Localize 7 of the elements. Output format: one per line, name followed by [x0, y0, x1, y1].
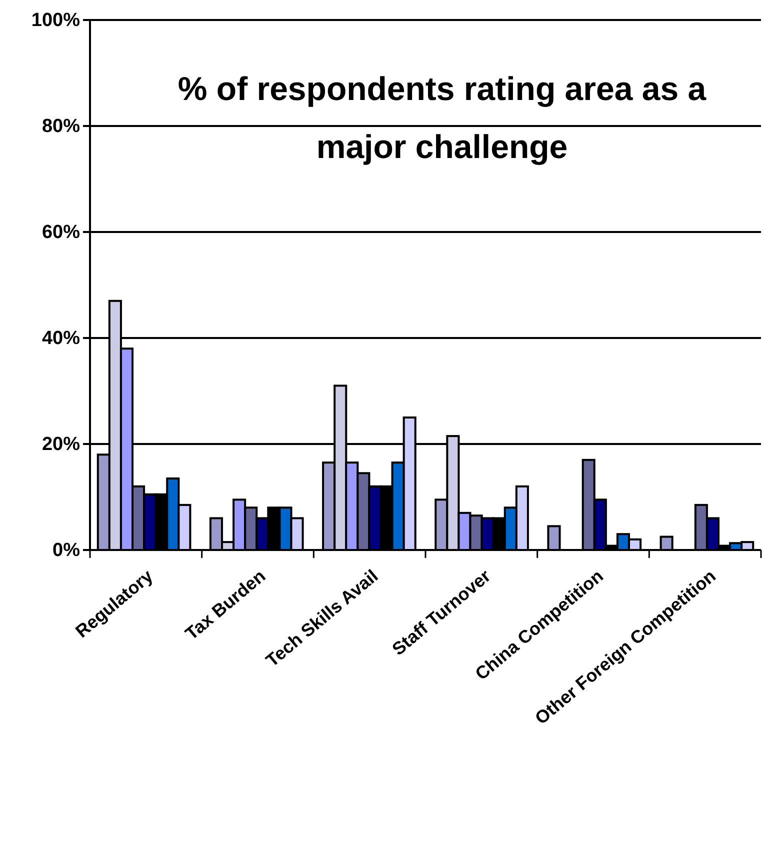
- y-tick-label: 100%: [31, 10, 80, 32]
- y-tick-label: 0%: [52, 540, 80, 562]
- y-tick-label: 40%: [42, 328, 80, 350]
- y-tick-label: 80%: [42, 116, 80, 138]
- y-tick-label: 60%: [42, 222, 80, 244]
- text: % of respondents rating area as a major challenge: [178, 70, 707, 165]
- y-tick-label: 20%: [42, 434, 80, 456]
